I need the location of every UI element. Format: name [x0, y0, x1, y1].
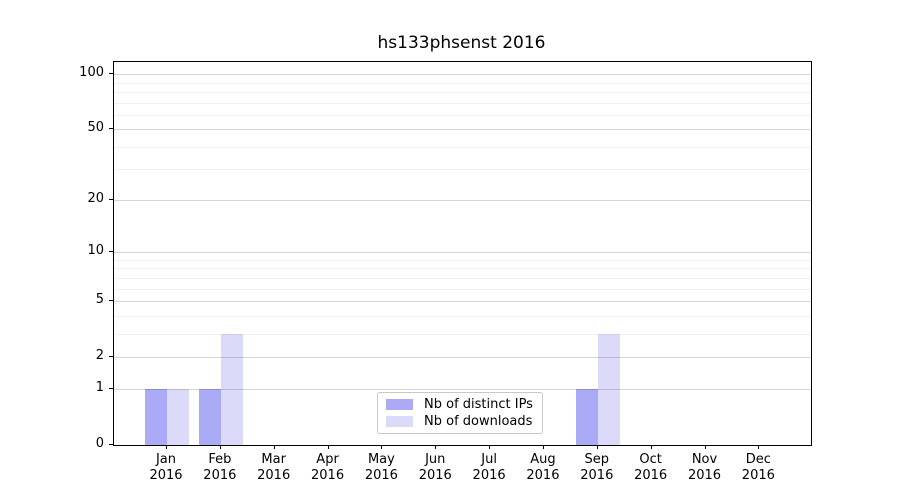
x-tick-label-mar: Mar 2016 — [257, 452, 291, 483]
gridline-major-10 — [114, 252, 811, 254]
gridline-major-50 — [114, 129, 811, 131]
gridline-major-100 — [114, 74, 811, 76]
x-tick-label-aug: Aug 2016 — [526, 452, 560, 483]
gridline-major-5 — [114, 301, 811, 303]
y-tick-mark — [109, 300, 113, 302]
gridline-major-2 — [114, 356, 811, 358]
bar-downloads-8 — [597, 333, 621, 445]
gridline-minor-8 — [114, 268, 811, 270]
x-tick-label-dec: Dec 2016 — [741, 452, 775, 483]
x-tick-mark — [758, 445, 760, 449]
y-tick-mark — [109, 251, 113, 253]
gridline-minor-40 — [114, 146, 811, 148]
y-tick-label-100: 100 — [79, 65, 104, 81]
bar-distinct-ips-1 — [198, 389, 221, 445]
legend-item-downloads: Nb of downloads — [378, 414, 542, 429]
x-tick-mark — [166, 445, 167, 449]
y-tick-mark — [109, 444, 113, 445]
y-tick-mark — [109, 355, 113, 357]
gridline-minor-7 — [114, 277, 811, 279]
x-tick-label-jun: Jun 2016 — [418, 452, 452, 483]
chart-title: hs133phsenst 2016 — [377, 33, 546, 53]
gridline-minor-70 — [114, 102, 811, 104]
x-tick-mark — [650, 445, 652, 449]
gridline-minor-90 — [114, 82, 811, 84]
y-tick-mark — [109, 199, 113, 201]
bar-distinct-ips-0 — [144, 389, 167, 445]
y-tick-label-2: 2 — [95, 347, 104, 363]
gridline-minor-9 — [114, 260, 811, 261]
legend-swatch-distinct-ips — [386, 398, 413, 410]
bar-downloads-1 — [220, 333, 244, 445]
x-tick-label-jul: Jul 2016 — [472, 452, 506, 483]
gridline-minor-60 — [114, 114, 811, 116]
y-tick-label-0: 0 — [95, 436, 104, 451]
x-tick-mark — [704, 445, 706, 449]
plot-area — [113, 61, 812, 446]
x-tick-mark — [273, 445, 275, 449]
gridline-minor-4 — [114, 315, 811, 317]
x-tick-mark — [381, 445, 383, 449]
y-tick-mark — [109, 73, 113, 75]
x-tick-label-nov: Nov 2016 — [687, 452, 722, 483]
x-tick-mark — [327, 445, 329, 449]
y-tick-label-1: 1 — [95, 380, 104, 396]
gridline-minor-80 — [114, 91, 811, 93]
x-tick-label-jan: Jan 2016 — [149, 452, 183, 483]
gridline-minor-6 — [114, 288, 811, 290]
x-tick-label-feb: Feb 2016 — [203, 452, 237, 483]
legend-item-distinct-ips: Nb of distinct IPs — [378, 397, 542, 412]
bar-downloads-0 — [167, 389, 190, 445]
gridline-major-20 — [114, 200, 811, 202]
x-tick-mark — [435, 445, 437, 449]
legend-label-downloads: Nb of downloads — [424, 414, 533, 430]
legend-swatch-downloads — [386, 416, 413, 428]
x-tick-label-oct: Oct 2016 — [634, 452, 668, 483]
y-tick-label-5: 5 — [95, 292, 104, 308]
legend: Nb of distinct IPs Nb of downloads — [377, 392, 543, 434]
x-tick-label-sep: Sep 2016 — [580, 452, 614, 483]
gridline-minor-3 — [114, 333, 811, 335]
y-tick-label-50: 50 — [87, 120, 104, 136]
x-tick-mark — [489, 445, 491, 449]
x-tick-label-apr: Apr 2016 — [311, 452, 345, 483]
legend-label-distinct-ips: Nb of distinct IPs — [424, 396, 533, 412]
x-tick-label-may: May 2016 — [364, 452, 398, 483]
gridline-major-1 — [114, 389, 811, 391]
x-tick-mark — [596, 445, 598, 449]
x-tick-mark — [542, 445, 544, 449]
y-tick-mark — [109, 388, 113, 390]
x-tick-mark — [219, 445, 221, 449]
gridline-minor-30 — [114, 169, 811, 171]
y-tick-label-20: 20 — [87, 191, 104, 207]
y-tick-mark — [109, 128, 113, 130]
y-tick-label-10: 10 — [87, 243, 104, 259]
bar-distinct-ips-8 — [575, 389, 598, 445]
